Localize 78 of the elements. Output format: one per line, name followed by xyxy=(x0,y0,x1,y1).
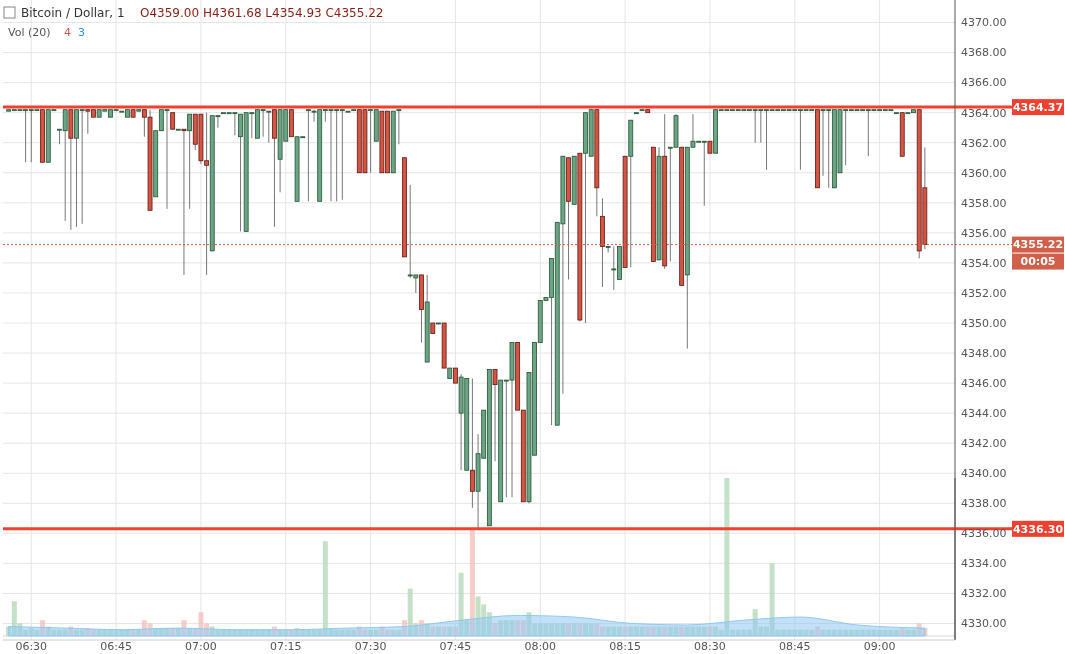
text: Bitcoin / Dollar, 1 xyxy=(21,6,125,20)
ref-line-label: 4336.30 xyxy=(1012,522,1064,536)
bar xyxy=(181,620,187,636)
bar xyxy=(40,620,46,636)
bar xyxy=(68,626,74,636)
y-tick-label: 4368.00 xyxy=(961,46,1007,60)
y-tick-label: 4330.00 xyxy=(961,617,1007,631)
candlestick xyxy=(605,245,611,253)
y-tick-label: 4356.00 xyxy=(961,226,1007,240)
y-tick-label: 4348.00 xyxy=(961,346,1007,360)
y-tick-label: 4364.00 xyxy=(961,106,1007,120)
x-tick-label: 07:45 xyxy=(439,640,472,653)
text: 00:05 xyxy=(1020,255,1056,269)
y-tick-label: 4338.00 xyxy=(961,497,1007,511)
y-tick-label: 4362.00 xyxy=(961,136,1007,150)
bar xyxy=(424,623,430,636)
x-tick-label: 06:30 xyxy=(15,640,48,653)
candlestick xyxy=(187,113,193,210)
x-tick-label: 07:15 xyxy=(269,640,302,653)
y-tick-label: 4334.00 xyxy=(961,557,1007,571)
y-tick-label: 4358.00 xyxy=(961,196,1007,210)
y-tick-label: 4350.00 xyxy=(961,316,1007,330)
y-tick-label: 4360.00 xyxy=(961,166,1007,180)
candlestick xyxy=(306,109,311,202)
y-tick-label: 4370.00 xyxy=(961,16,1007,30)
bar xyxy=(814,626,820,636)
bar xyxy=(130,629,136,636)
bar xyxy=(452,626,458,636)
candlestick xyxy=(492,369,498,462)
bar xyxy=(441,626,447,636)
annotation: 4 xyxy=(64,26,71,39)
bar xyxy=(707,626,713,636)
x-tick-label: 07:30 xyxy=(354,640,387,653)
bar xyxy=(419,620,424,636)
x-tick-label: 06:45 xyxy=(100,640,132,653)
y-tick-label: 4354.00 xyxy=(961,256,1007,270)
bar xyxy=(566,623,572,636)
bar xyxy=(271,626,277,636)
bar xyxy=(402,620,408,636)
bar xyxy=(656,626,662,636)
y-tick-label: 4336.00 xyxy=(961,527,1007,541)
candlestick xyxy=(266,110,272,144)
x-tick-label: 08:00 xyxy=(524,640,557,653)
bar xyxy=(447,626,453,636)
y-tick-label: 4366.00 xyxy=(961,76,1007,90)
bar xyxy=(622,626,628,636)
bar xyxy=(492,623,498,636)
x-tick-label: 08:30 xyxy=(694,640,726,653)
y-tick-label: 4346.00 xyxy=(961,376,1007,390)
x-tick-label: 08:15 xyxy=(609,640,641,653)
chart-title: Vol (20) xyxy=(8,26,51,39)
bar xyxy=(175,628,181,636)
bar xyxy=(571,623,577,636)
bar xyxy=(662,626,668,636)
bar xyxy=(679,626,685,636)
y-tick-label: 4342.00 xyxy=(961,437,1007,451)
bar xyxy=(899,628,905,636)
y-tick-label: 4352.00 xyxy=(961,286,1007,300)
annotation: O4359.00 H4361.68 L4354.93 C4355.22 xyxy=(140,6,384,20)
bar xyxy=(288,629,294,636)
bar xyxy=(577,623,583,636)
bar xyxy=(136,629,142,636)
x-tick-label: 07:00 xyxy=(185,640,217,653)
ref-line-label: 4364.37 xyxy=(1012,100,1064,114)
y-tick-label: 4344.00 xyxy=(961,407,1007,420)
x-tick-label: 08:45 xyxy=(778,640,811,653)
y-tick-label: 4332.00 xyxy=(961,587,1007,601)
candlestick xyxy=(396,109,402,145)
bar xyxy=(170,628,176,636)
ref-line-label: 4355.22 xyxy=(1012,238,1064,252)
bar xyxy=(430,626,436,636)
bar xyxy=(187,628,193,636)
bar xyxy=(435,626,441,636)
x-tick-label: 09:00 xyxy=(863,640,896,653)
annotation: 3 xyxy=(78,26,85,39)
candlestick xyxy=(470,378,475,509)
y-tick-label: 4340.00 xyxy=(961,467,1007,481)
bar xyxy=(469,530,475,636)
